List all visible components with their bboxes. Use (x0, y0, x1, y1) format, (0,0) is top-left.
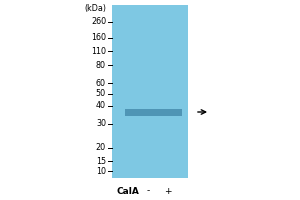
Text: 110: 110 (91, 46, 106, 55)
Text: 15: 15 (96, 156, 106, 166)
Text: 10: 10 (96, 166, 106, 176)
Text: 40: 40 (96, 102, 106, 110)
Text: CalA: CalA (117, 186, 140, 196)
Bar (112, 5, 188, 178)
Text: +: + (164, 186, 172, 196)
Bar (125, 108, 182, 116)
Text: 160: 160 (91, 33, 106, 43)
Text: -: - (146, 186, 150, 196)
Text: 80: 80 (96, 60, 106, 70)
Text: 260: 260 (91, 18, 106, 26)
Text: 50: 50 (96, 90, 106, 98)
Text: 20: 20 (96, 144, 106, 152)
Text: (kDa): (kDa) (84, 3, 106, 12)
Text: 60: 60 (96, 78, 106, 88)
Text: 30: 30 (96, 119, 106, 129)
